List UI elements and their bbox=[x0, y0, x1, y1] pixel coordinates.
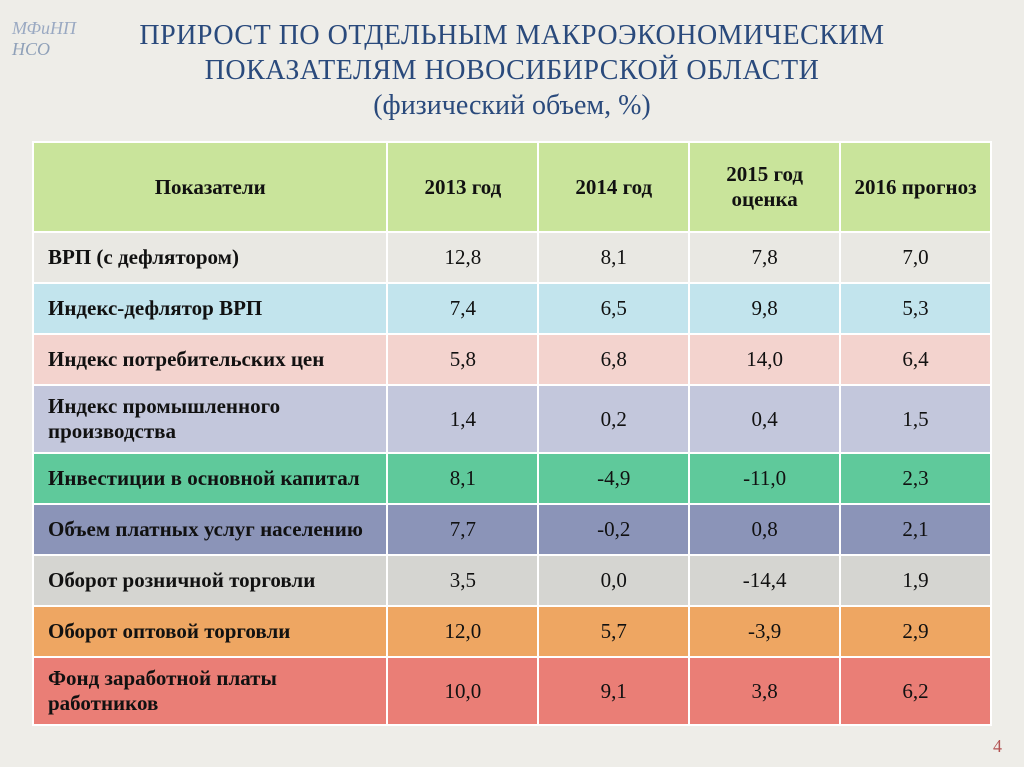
cell-value: 6,8 bbox=[538, 334, 689, 385]
table-row: Индекс потребительских цен5,86,814,06,4 bbox=[33, 334, 991, 385]
cell-value: -0,2 bbox=[538, 504, 689, 555]
row-label: ВРП (с дефлятором) bbox=[33, 232, 387, 283]
cell-value: 12,8 bbox=[387, 232, 538, 283]
cell-value: 8,1 bbox=[387, 453, 538, 504]
cell-value: 5,8 bbox=[387, 334, 538, 385]
indicators-table-wrap: Показатели2013 год2014 год2015 год оценк… bbox=[32, 141, 992, 726]
table-row: Фонд заработной платы работников10,09,13… bbox=[33, 657, 991, 725]
cell-value: 7,4 bbox=[387, 283, 538, 334]
cell-value: -11,0 bbox=[689, 453, 840, 504]
table-row: Оборот оптовой торговли12,05,7-3,92,9 bbox=[33, 606, 991, 657]
org-watermark: МФиНП НСО bbox=[12, 18, 76, 59]
cell-value: 1,5 bbox=[840, 385, 991, 453]
cell-value: 6,5 bbox=[538, 283, 689, 334]
cell-value: -3,9 bbox=[689, 606, 840, 657]
cell-value: 9,8 bbox=[689, 283, 840, 334]
cell-value: 5,7 bbox=[538, 606, 689, 657]
cell-value: 12,0 bbox=[387, 606, 538, 657]
cell-value: 6,4 bbox=[840, 334, 991, 385]
cell-value: 10,0 bbox=[387, 657, 538, 725]
cell-value: 2,3 bbox=[840, 453, 991, 504]
col-header-year: 2015 год оценка bbox=[689, 142, 840, 232]
row-label: Индекс потребительских цен bbox=[33, 334, 387, 385]
cell-value: 0,8 bbox=[689, 504, 840, 555]
cell-value: -14,4 bbox=[689, 555, 840, 606]
row-label: Объем платных услуг населению bbox=[33, 504, 387, 555]
col-header-year: 2014 год bbox=[538, 142, 689, 232]
cell-value: 7,8 bbox=[689, 232, 840, 283]
page-title: ПРИРОСТ ПО ОТДЕЛЬНЫМ МАКРОЭКОНОМИЧЕСКИМ … bbox=[0, 0, 1024, 127]
table-row: Индекс-дефлятор ВРП7,46,59,85,3 bbox=[33, 283, 991, 334]
cell-value: 9,1 bbox=[538, 657, 689, 725]
cell-value: 7,7 bbox=[387, 504, 538, 555]
cell-value: 6,2 bbox=[840, 657, 991, 725]
indicators-table: Показатели2013 год2014 год2015 год оценк… bbox=[32, 141, 992, 726]
cell-value: 14,0 bbox=[689, 334, 840, 385]
watermark-line1: МФиНП bbox=[12, 18, 76, 39]
cell-value: 2,9 bbox=[840, 606, 991, 657]
table-row: Индекс промышленного производства1,40,20… bbox=[33, 385, 991, 453]
row-label: Инвестиции в основной капитал bbox=[33, 453, 387, 504]
table-row: Инвестиции в основной капитал8,1-4,9-11,… bbox=[33, 453, 991, 504]
cell-value: 1,9 bbox=[840, 555, 991, 606]
cell-value: 3,5 bbox=[387, 555, 538, 606]
cell-value: 2,1 bbox=[840, 504, 991, 555]
col-header-year: 2013 год bbox=[387, 142, 538, 232]
cell-value: 0,0 bbox=[538, 555, 689, 606]
table-header-row: Показатели2013 год2014 год2015 год оценк… bbox=[33, 142, 991, 232]
title-line-1: ПРИРОСТ ПО ОТДЕЛЬНЫМ МАКРОЭКОНОМИЧЕСКИМ bbox=[40, 18, 984, 53]
cell-value: 1,4 bbox=[387, 385, 538, 453]
cell-value: 0,4 bbox=[689, 385, 840, 453]
cell-value: 3,8 bbox=[689, 657, 840, 725]
row-label: Оборот оптовой торговли bbox=[33, 606, 387, 657]
row-label: Индекс-дефлятор ВРП bbox=[33, 283, 387, 334]
cell-value: 8,1 bbox=[538, 232, 689, 283]
row-label: Фонд заработной платы работников bbox=[33, 657, 387, 725]
col-header-year: 2016 прогноз bbox=[840, 142, 991, 232]
title-line-3: (физический объем, %) bbox=[40, 88, 984, 123]
row-label: Индекс промышленного производства bbox=[33, 385, 387, 453]
cell-value: 7,0 bbox=[840, 232, 991, 283]
table-row: Оборот розничной торговли3,50,0-14,41,9 bbox=[33, 555, 991, 606]
title-line-2: ПОКАЗАТЕЛЯМ НОВОСИБИРСКОЙ ОБЛАСТИ bbox=[40, 53, 984, 88]
cell-value: 5,3 bbox=[840, 283, 991, 334]
table-row: ВРП (с дефлятором)12,88,17,87,0 bbox=[33, 232, 991, 283]
row-label: Оборот розничной торговли bbox=[33, 555, 387, 606]
page-number: 4 bbox=[993, 736, 1002, 757]
col-header-indicator: Показатели bbox=[33, 142, 387, 232]
cell-value: 0,2 bbox=[538, 385, 689, 453]
table-row: Объем платных услуг населению7,7-0,20,82… bbox=[33, 504, 991, 555]
watermark-line2: НСО bbox=[12, 39, 76, 60]
cell-value: -4,9 bbox=[538, 453, 689, 504]
